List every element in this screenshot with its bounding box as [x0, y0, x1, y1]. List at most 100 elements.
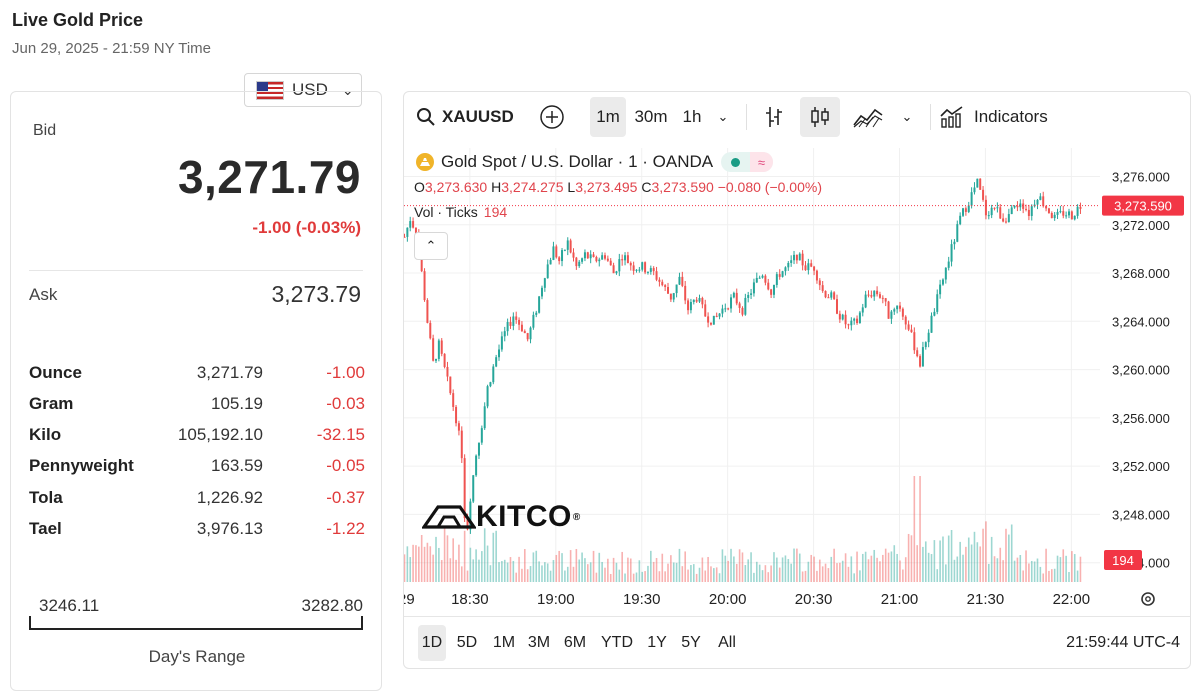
indicators-button[interactable]: Indicators: [940, 97, 1070, 137]
currency-select[interactable]: USD ⌄: [244, 73, 362, 107]
area-chart-button[interactable]: [848, 97, 888, 137]
candle-body: [603, 255, 606, 259]
volume-bar: [750, 552, 752, 582]
close-value: 3,273.590: [651, 179, 714, 195]
candle-body: [626, 255, 629, 264]
y-tick-label: 3,252.000: [1112, 459, 1170, 474]
symbol-search-button[interactable]: XAUUSD: [416, 97, 526, 137]
candle-body: [1079, 206, 1082, 209]
candle-body: [793, 254, 796, 261]
candle-body: [512, 316, 515, 326]
compare-button[interactable]: [535, 97, 569, 137]
timeframe-1m[interactable]: 1m: [590, 97, 626, 137]
candle-body: [463, 458, 466, 519]
candle-body: [606, 258, 609, 261]
candle-body: [775, 274, 778, 285]
candle-body: [967, 205, 970, 212]
candle-body: [890, 311, 893, 319]
candle-body: [930, 315, 933, 333]
market-status-badge[interactable]: ≈: [721, 152, 774, 172]
candle-body: [687, 300, 690, 311]
candle-body: [973, 187, 976, 193]
range-1d[interactable]: 1D: [418, 625, 446, 661]
volume-bar: [655, 558, 658, 582]
timeframe-1h[interactable]: 1h: [682, 107, 702, 126]
volume-bar: [572, 566, 575, 582]
candle-body: [939, 284, 942, 295]
candle-body: [956, 224, 959, 242]
candle-body: [583, 252, 586, 259]
candle-body: [764, 275, 767, 283]
candle-body: [420, 252, 423, 272]
chart-type-dropdown-icon[interactable]: ⌄: [901, 109, 913, 124]
range-5d[interactable]: 5D: [456, 634, 478, 651]
candle-body: [1070, 211, 1073, 220]
candle-body: [741, 307, 744, 315]
volume-bar: [953, 559, 956, 582]
volume-bar: [887, 552, 890, 582]
volume-bar: [864, 551, 867, 582]
range-ytd[interactable]: YTD: [601, 634, 633, 651]
candle-body: [870, 295, 873, 297]
candle-body: [1027, 209, 1030, 216]
candle-body: [830, 292, 833, 298]
unit-change: -0.05: [326, 456, 365, 475]
candle-body: [1059, 211, 1062, 213]
timeframe-30m[interactable]: 30m: [634, 107, 668, 126]
volume-bar: [607, 558, 609, 582]
candle-body: [546, 264, 549, 279]
range-all[interactable]: All: [718, 634, 736, 651]
volume-bar: [532, 552, 535, 582]
volume-bar: [438, 547, 440, 582]
volume-bar: [406, 546, 409, 582]
candle-body: [959, 215, 962, 225]
candle-body: [704, 304, 707, 317]
candle-body: [578, 261, 581, 267]
volume-bar: [747, 559, 750, 582]
indicators-label: Indicators: [974, 107, 1048, 126]
unit-name: Tael: [29, 519, 62, 538]
candle-body: [924, 342, 927, 348]
bar-chart-type-button[interactable]: [756, 97, 792, 137]
candle-body: [412, 221, 415, 228]
candle-body: [984, 199, 987, 216]
y-tick-label: 3,260.000: [1112, 363, 1170, 378]
timeframe-dropdown-icon[interactable]: ⌄: [717, 109, 729, 124]
volume-bar: [652, 561, 655, 582]
divider: [29, 270, 363, 271]
volume-bar: [907, 533, 910, 582]
volume-bar: [460, 566, 463, 582]
volume-bar: [741, 552, 744, 582]
ohlc-bars-icon: [766, 107, 782, 127]
candle-body: [979, 178, 982, 190]
volume-bar: [1008, 534, 1010, 582]
candle-body: [947, 261, 950, 268]
range-1y[interactable]: 1Y: [647, 634, 667, 651]
candle-body: [472, 475, 475, 502]
settings-gear-icon[interactable]: [1141, 592, 1155, 606]
candle-body: [861, 307, 864, 313]
candle-body: [492, 366, 495, 383]
volume-bar: [687, 569, 689, 582]
volume-bar: [965, 546, 967, 582]
range-6m[interactable]: 6M: [563, 634, 587, 651]
range-5y[interactable]: 5Y: [681, 634, 701, 651]
volume-bar: [778, 567, 781, 582]
volume-bar: [495, 530, 497, 582]
x-tick-label: 20:00: [709, 591, 747, 608]
volume-bar: [882, 554, 884, 582]
volume-bar: [1056, 555, 1059, 582]
volume-bar: [770, 565, 772, 582]
range-3m[interactable]: 3M: [527, 634, 551, 651]
candle-body: [1050, 213, 1053, 219]
unit-change: -1.00: [326, 363, 365, 382]
volume-bar: [790, 563, 792, 582]
candle-body: [1036, 199, 1039, 205]
volume-bar: [412, 544, 414, 582]
candlestick-chart-button[interactable]: [800, 97, 840, 137]
volume-bar: [624, 573, 626, 582]
candle-body: [592, 254, 595, 258]
collapse-legend-button[interactable]: ⌃: [414, 232, 448, 260]
x-tick-label: 21:00: [881, 591, 919, 608]
range-1m[interactable]: 1M: [492, 634, 516, 651]
